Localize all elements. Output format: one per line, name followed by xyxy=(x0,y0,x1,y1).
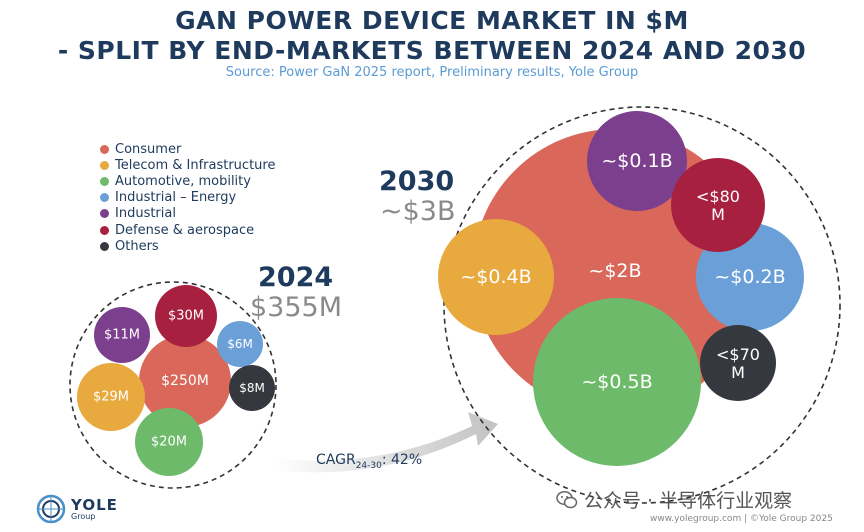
cagr-period: 24-30 xyxy=(355,460,382,471)
growth-arrow xyxy=(272,412,498,473)
data-label-2030-industrial-energy: ~$0.2B xyxy=(714,266,785,288)
data-label-2030-consumer: ~$2B xyxy=(588,260,641,282)
data-label-2024-industrial: $11M xyxy=(104,328,140,343)
year-2024-label: 2024 xyxy=(258,262,334,293)
bubble-2024-consumer xyxy=(139,335,231,427)
cagr-prefix: CAGR xyxy=(316,452,356,468)
data-label-2030-industrial: ~$0.1B xyxy=(601,150,672,172)
legend-item: Industrial – Energy xyxy=(100,190,275,206)
legend-item: Others xyxy=(100,238,275,254)
group-outline-2030 xyxy=(443,106,841,504)
legend-swatch xyxy=(100,176,109,186)
bubble-2030-others xyxy=(700,325,776,401)
website-credit: www.yolegroup.com | ©Yole Group 2025 xyxy=(650,514,833,524)
data-label-2024-others: $8M xyxy=(239,381,265,395)
data-label-2024-defense-aerospace: $30M xyxy=(168,309,204,324)
legend-swatch xyxy=(100,209,109,219)
legend-label: Defense & aerospace xyxy=(115,222,255,238)
logo-sub: Group xyxy=(71,511,96,521)
legend: Consumer Telecom & Infrastructure Automoti… xyxy=(100,141,275,254)
bubble-2024-automotive-mobility xyxy=(135,408,203,476)
legend-label: Industrial xyxy=(115,206,176,222)
legend-label: Automotive, mobility xyxy=(115,173,251,189)
wechat-watermark: 公众号 · 半导体行业观察 xyxy=(556,486,792,513)
bubble-2024-others xyxy=(229,365,275,411)
bubble-2024-industrial xyxy=(94,307,150,363)
legend-item: Telecom & Infrastructure xyxy=(100,157,275,173)
legend-item: Defense & aerospace xyxy=(100,222,275,238)
legend-swatch xyxy=(100,241,109,251)
total-2024-label: $355M xyxy=(250,292,343,323)
data-label-2030-defense-aerospace: <$80 M xyxy=(696,186,740,223)
data-label-2024-consumer: $250M xyxy=(161,373,209,389)
chart-source: Source: Power GaN 2025 report, Prelimina… xyxy=(225,65,639,80)
bubble-2030-telecom-infrastructure xyxy=(438,219,554,335)
bubble-2030-industrial xyxy=(587,111,687,211)
year-2030-label: 2030 xyxy=(379,166,455,197)
legend-item: Consumer xyxy=(100,141,275,157)
data-label-2030-others: <$70 M xyxy=(716,344,760,381)
legend-label: Telecom & Infrastructure xyxy=(115,157,276,173)
legend-label: Others xyxy=(115,238,159,254)
bubble-2030-automotive-mobility xyxy=(533,298,701,466)
legend-label: Consumer xyxy=(115,141,182,157)
legend-swatch xyxy=(100,225,109,235)
bubble-2024-industrial-energy xyxy=(217,321,263,367)
legend-label: Industrial – Energy xyxy=(115,190,237,206)
bubble-2024-defense-aerospace xyxy=(155,285,217,347)
data-label-2024-telecom-infrastructure: $29M xyxy=(93,390,129,405)
data-label-2030-telecom-infrastructure: ~$0.4B xyxy=(460,266,531,288)
watermark-text: 公众号 · 半导体行业观察 xyxy=(584,490,793,512)
legend-swatch xyxy=(100,193,109,203)
legend-swatch xyxy=(100,144,109,154)
data-label-2024-industrial-energy: $6M xyxy=(227,337,253,351)
wechat-icon xyxy=(556,490,578,508)
group-outline-2024 xyxy=(69,281,277,489)
legend-item: Automotive, mobility xyxy=(100,173,275,189)
data-label-2024-automotive-mobility: $20M xyxy=(151,435,187,450)
logo-name: YOLE xyxy=(71,495,118,514)
cagr-annotation: CAGR24-30: 42% xyxy=(316,452,422,471)
yole-logo: YOLE Group xyxy=(36,494,118,524)
legend-swatch xyxy=(100,160,109,170)
legend-item: Industrial xyxy=(100,206,275,222)
total-2030-label: ~$3B xyxy=(380,196,456,227)
chart-title-line2: - SPLIT BY END-MARKETS BETWEEN 2024 AND … xyxy=(57,36,807,65)
bubble-2024-telecom-infrastructure xyxy=(77,363,145,431)
bubble-2030-defense-aerospace xyxy=(671,158,765,252)
yole-logo-icon xyxy=(36,494,66,524)
chart-title-line1: GAN POWER DEVICE MARKET IN $M xyxy=(175,6,689,35)
cagr-value: : 42% xyxy=(381,452,423,468)
data-label-2030-automotive-mobility: ~$0.5B xyxy=(581,371,652,393)
